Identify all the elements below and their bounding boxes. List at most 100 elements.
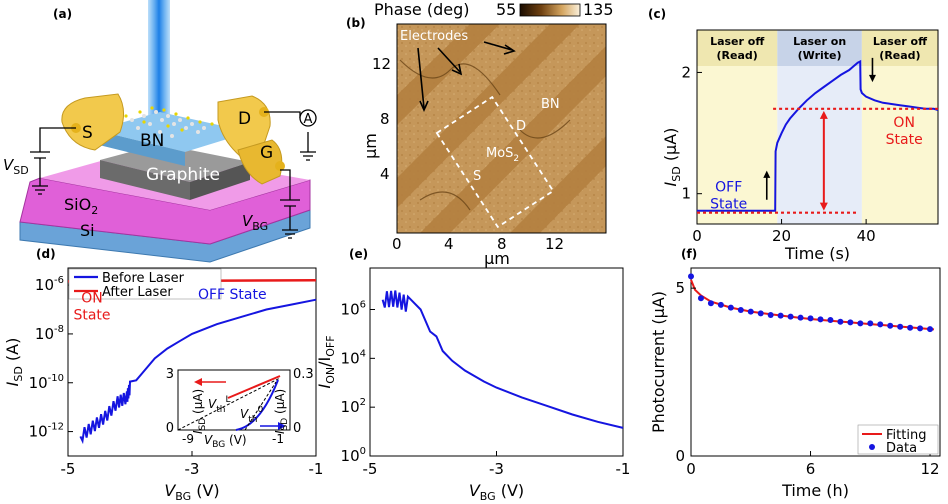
data-point <box>927 326 934 333</box>
inset-blue-curve <box>235 379 279 431</box>
b-xtick-0: 0 <box>392 235 402 253</box>
panel-d-chart: -5 -3 -1 10-12 10-10 10-8 10-6 Before LaserAfte… <box>3 247 323 503</box>
xtick-label: 0 <box>692 227 702 245</box>
inset-xtick: -9 <box>182 432 194 446</box>
data-point <box>688 273 694 280</box>
xtick-label: -1 <box>616 460 631 478</box>
label-sio2: SiO2 <box>64 195 98 217</box>
inset-dashed-fit-0 <box>244 381 277 431</box>
inset-vth-l: VthL <box>208 395 230 415</box>
inset-ytick-right: 0.3 <box>293 367 314 382</box>
ytick-label: 102 <box>341 397 366 416</box>
xtick-label: 0 <box>686 460 696 478</box>
label-vbg: VBG <box>242 212 268 233</box>
panel-label-f: (f) <box>681 247 697 261</box>
data-point <box>887 322 894 329</box>
ammeter-icon <box>299 109 317 127</box>
colorbar-max: 135 <box>583 0 614 19</box>
panel-label-c: (c) <box>648 7 666 21</box>
label-electrodes: Electrodes <box>400 29 468 44</box>
data-point <box>847 319 854 326</box>
label-d-b: D <box>516 119 526 134</box>
series-line-isd <box>697 59 939 212</box>
xtick-label: 20 <box>772 227 791 245</box>
inset-ytick-right: 0 <box>293 421 301 436</box>
xtick-label: -5 <box>61 460 76 478</box>
b-ytick-8: 8 <box>380 110 390 128</box>
panel-label-e: (e) <box>349 247 368 261</box>
label-s-b: S <box>473 169 481 184</box>
label-bn: BN <box>140 131 164 151</box>
data-point <box>757 310 764 317</box>
inset-ylabel-left: ISD (μA) <box>191 389 208 434</box>
ytick-label: 1 <box>681 185 691 203</box>
on-state-label-d: ON <box>81 290 103 306</box>
legend-label-before: Before Laser <box>102 271 185 286</box>
xtick-label: 40 <box>857 227 876 245</box>
legend-swatch-data <box>869 444 875 450</box>
panel-a: (a) <box>3 0 317 263</box>
xtick-label: 6 <box>806 460 816 478</box>
arrow-head-up <box>819 110 828 119</box>
graphite-side2 <box>190 162 250 200</box>
plot-frame-f <box>690 267 941 457</box>
xlabel-f: Time (h) <box>781 481 849 500</box>
label-g: G <box>260 143 273 163</box>
off-state-label-d: OFF State <box>198 287 267 303</box>
legend-label-fitting: Fitting <box>886 428 926 443</box>
data-point <box>707 300 714 307</box>
region-header-2 <box>861 30 938 66</box>
inset-arrow-right-head <box>278 422 286 430</box>
data-point <box>747 308 754 315</box>
panel-b: (b) Phase (deg) 55 135 Electrodes <box>346 0 614 268</box>
ammeter-label: A <box>304 112 313 127</box>
inset-arrow-left-head <box>194 378 202 386</box>
xlabel-d: VBG (V) <box>164 481 219 503</box>
data-point <box>807 315 814 322</box>
label-mos2: MoS2 <box>486 146 519 164</box>
region-label-0: Laser off <box>710 35 764 48</box>
xlabel-e: VBG (V) <box>469 481 524 503</box>
ylabel-e: ION/IOFF <box>315 335 337 388</box>
gate-electrode <box>237 139 283 185</box>
label-vsd: VSD <box>3 156 29 177</box>
inset-ytick-left: 3 <box>166 367 174 382</box>
label-s: S <box>82 123 93 143</box>
on-state-label-d-2: State <box>73 307 110 323</box>
legend-label-after: After Laser <box>102 285 173 300</box>
inset-dashed-fit-l <box>177 377 281 431</box>
data-point <box>867 320 874 327</box>
b-ylabel: μm <box>361 133 380 159</box>
region-sublabel-1: (Write) <box>798 49 842 62</box>
series-line-ratio <box>381 290 624 429</box>
data-point <box>697 295 704 302</box>
off-state-label-2: State <box>710 196 747 212</box>
series-line-before-laser <box>79 298 317 445</box>
afm-frame <box>396 23 607 234</box>
data-point <box>827 317 834 324</box>
inset-vth-0: Vth0 <box>240 405 263 425</box>
region-sublabel-0: (Read) <box>717 49 758 62</box>
plot-frame-e <box>369 267 624 457</box>
data-point <box>787 313 794 320</box>
g-contact <box>275 161 285 171</box>
sio2-layer <box>19 177 311 245</box>
xtick-label: 12 <box>920 460 939 478</box>
inset-ytick-left: 0 <box>166 421 174 436</box>
inset-red-curve <box>227 375 281 399</box>
plot-frame-c <box>696 29 939 225</box>
panel-c-chart: Laser off(Read)Laser on(Write)Laser off(… <box>648 7 939 263</box>
data-point <box>727 304 734 311</box>
label-graphite: Graphite <box>146 165 220 185</box>
b-xlabel: μm <box>484 249 510 268</box>
panel-label-d: (d) <box>36 247 56 261</box>
data-point <box>907 324 914 331</box>
colorbar <box>519 3 581 17</box>
inset-ylabel-right: ISD (μA) <box>273 389 290 434</box>
legend-box-d <box>68 268 222 300</box>
data-point <box>877 321 884 328</box>
data-point <box>917 325 924 332</box>
graphite-side <box>100 160 190 200</box>
